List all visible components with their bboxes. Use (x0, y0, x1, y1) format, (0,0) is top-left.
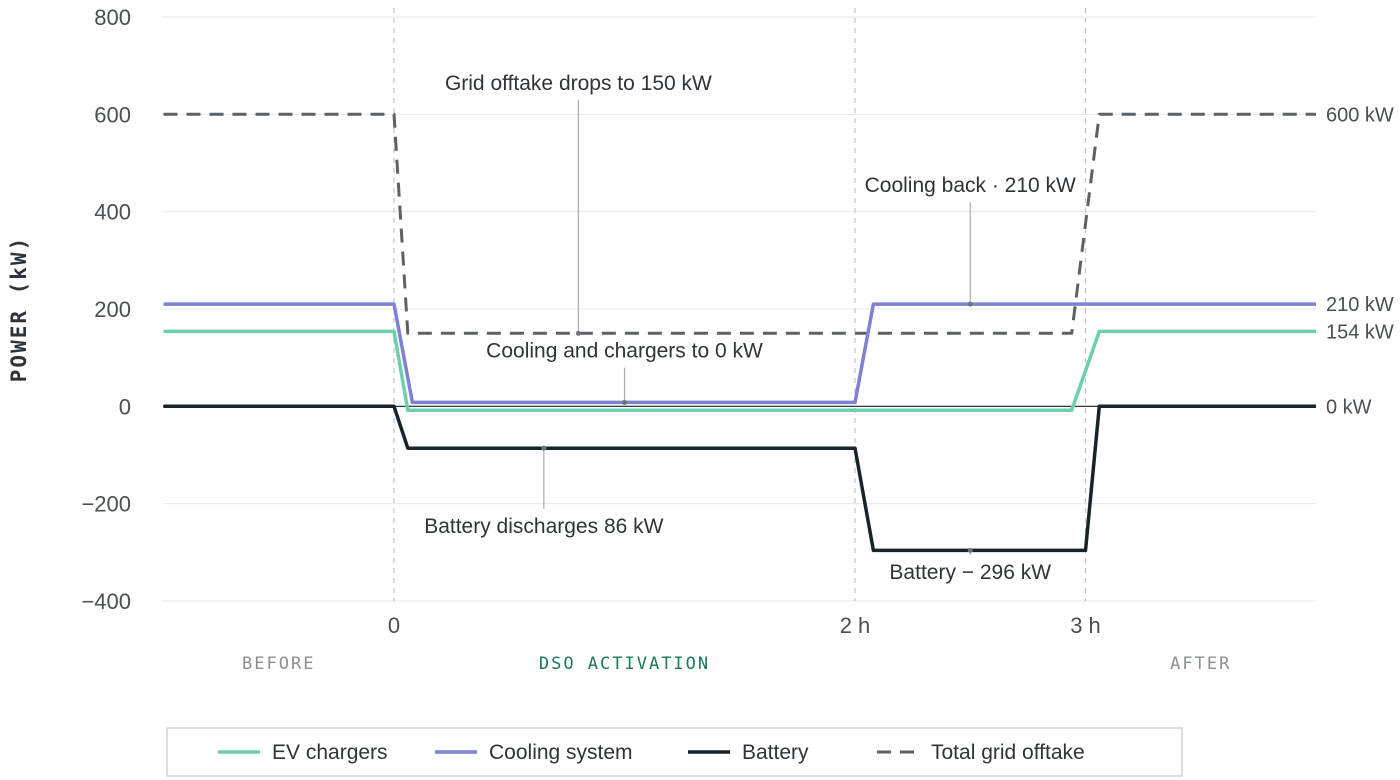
end-label-layer: 600 kW 210 kW 154 kW 0 kW (1326, 104, 1394, 418)
y-tick-label: −200 (81, 492, 131, 517)
end-label: 0 kW (1326, 396, 1372, 418)
annotation-text: Battery − 296 kW (889, 561, 1051, 584)
annotation-dot (575, 330, 581, 336)
annotation-text: Cooling and chargers to 0 kW (486, 340, 763, 363)
y-tick-label: 800 (94, 5, 131, 30)
series-line-cooling-system (163, 302, 1316, 405)
annotation-dot (967, 547, 973, 553)
annotation-text: Cooling back · 210 kW (865, 174, 1076, 197)
y-tick-label: 400 (94, 200, 131, 225)
y-tick-label: −400 (81, 589, 131, 614)
legend: EV chargers Cooling system Battery Total gr… (166, 727, 1183, 777)
legend-label: EV chargers (272, 741, 388, 764)
y-axis-label: POWER (kW) (7, 236, 31, 382)
end-label: 154 kW (1326, 321, 1394, 343)
phase-label: AFTER (1170, 654, 1231, 674)
grid-layer (163, 16, 1316, 602)
annotation-text: Battery discharges 86 kW (424, 515, 663, 538)
legend-box (166, 727, 1183, 777)
annotation-layer: Grid offtake drops to 150 kW Cooling back… (424, 72, 1076, 584)
legend-label: Cooling system (489, 741, 633, 764)
phase-label: BEFORE (242, 654, 315, 674)
y-tick-label: 600 (94, 102, 131, 127)
legend-label: Total grid offtake (931, 741, 1085, 764)
x-tick-label: 2 h (840, 613, 871, 638)
annotation-dot (967, 301, 973, 307)
end-label: 600 kW (1326, 104, 1394, 126)
series-line-ev-chargers (163, 329, 1316, 412)
phase-divider-layer (393, 8, 1087, 601)
y-tick-label: 200 (94, 297, 131, 322)
x-tick-label: 0 (388, 613, 400, 638)
y-tick-label: 0 (119, 394, 131, 419)
series-line-total-grid-offtake (163, 112, 1316, 335)
annotation-text: Grid offtake drops to 150 kW (445, 72, 712, 95)
phase-label-layer: BEFORE DSO ACTIVATION AFTER (242, 654, 1231, 674)
end-label: 210 kW (1326, 294, 1394, 316)
legend-label: Battery (742, 741, 809, 764)
series-line-battery (163, 404, 1316, 553)
series-layer (163, 112, 1316, 553)
annotation-dot (541, 445, 547, 451)
annotation-dot (622, 399, 627, 405)
phase-label: DSO ACTIVATION (539, 654, 710, 674)
tick-layer: 800 600 400 200 0 −200 −400 0 2 h 3 h (81, 5, 1100, 638)
x-tick-label: 3 h (1070, 613, 1101, 638)
